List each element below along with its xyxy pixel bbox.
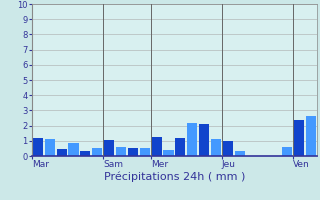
Bar <box>164 150 173 156</box>
Bar <box>152 137 162 156</box>
Bar <box>294 120 304 156</box>
Bar <box>235 151 245 156</box>
Bar <box>175 138 185 156</box>
Bar <box>223 141 233 156</box>
Bar <box>211 139 221 156</box>
Bar <box>33 138 43 156</box>
Bar <box>116 147 126 156</box>
Bar <box>187 123 197 156</box>
Bar <box>45 139 55 156</box>
Bar <box>68 143 79 156</box>
Bar <box>140 148 150 156</box>
Bar <box>128 148 138 156</box>
Bar <box>57 149 67 156</box>
Bar <box>92 148 102 156</box>
Bar <box>199 124 209 156</box>
X-axis label: Précipitations 24h ( mm ): Précipitations 24h ( mm ) <box>104 172 245 182</box>
Bar <box>104 140 114 156</box>
Bar <box>306 116 316 156</box>
Bar <box>282 147 292 156</box>
Bar <box>80 151 91 156</box>
